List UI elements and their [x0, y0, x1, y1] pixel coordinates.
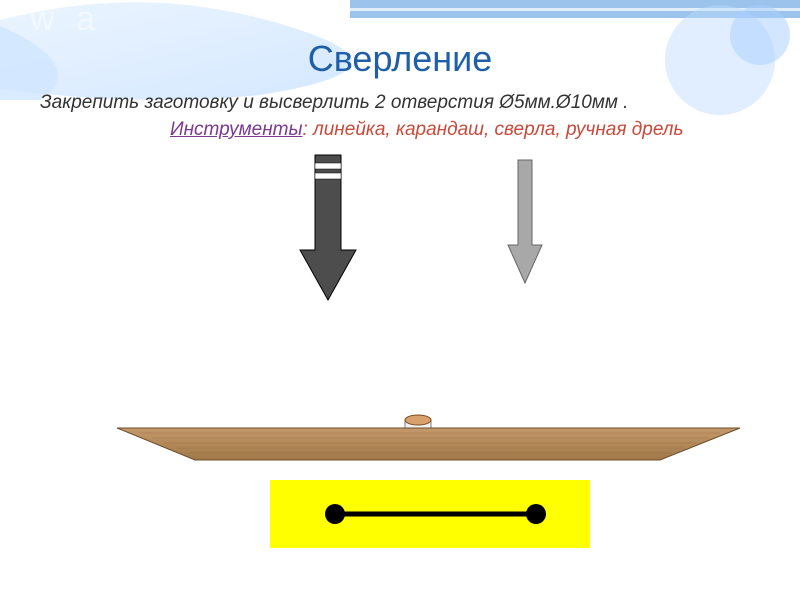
svg-text:w a: w a [29, 0, 101, 38]
drill-arrow-small [508, 160, 542, 283]
tools-label: Инструменты [170, 119, 302, 140]
tools-list: : линейка, карандаш, сверла, ручная дрел… [302, 119, 683, 140]
drill-arrow-large [300, 155, 356, 300]
tools-line: Инструменты: линейка, карандаш, сверла, … [170, 119, 790, 141]
drilling-diagram [0, 150, 800, 570]
page-title: Сверление [0, 38, 800, 80]
instruction-text: Закрепить заготовку и высверлить 2 отвер… [40, 92, 760, 114]
slide: w a Сверление Закрепить заготовку и высв… [0, 0, 800, 600]
